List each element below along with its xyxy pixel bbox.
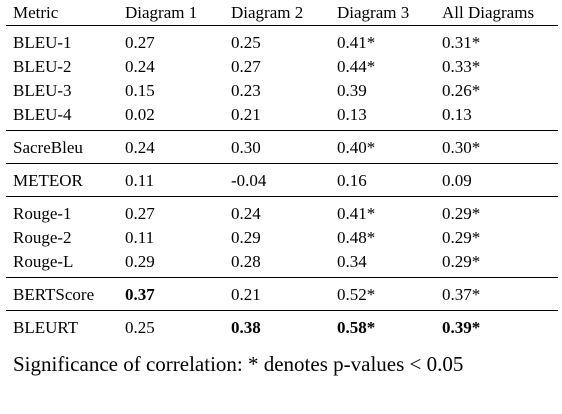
table-caption: Significance of correlation: * denotes p… — [13, 352, 464, 376]
all-diagrams-cell: 0.39* — [442, 318, 481, 337]
diagram-2-cell: 0.38 — [231, 318, 261, 337]
diagram-3-cell: 0.41* — [337, 204, 376, 223]
diagram-3-cell: 0.39 — [337, 81, 367, 100]
diagram-2-cell: 0.24 — [231, 204, 261, 223]
diagram-2-cell: 0.29 — [231, 228, 261, 247]
table-row: BLEURT 0.25 0.38 0.58* 0.39* — [6, 311, 558, 344]
diagram-3-cell: 0.40* — [337, 138, 376, 157]
table-group: BLEU-1 0.27 0.25 0.41* 0.31* BLEU-2 0.24 0.27 0.… — [6, 25, 558, 131]
table-group: BLEURT 0.25 0.38 0.58* 0.39* — [6, 310, 558, 344]
diagram-1-cell: 0.37 — [125, 285, 155, 304]
header-metric: Metric — [13, 2, 59, 22]
diagram-3-cell: 0.16 — [337, 171, 367, 190]
table-row: Rouge-1 0.27 0.24 0.41* 0.29* — [6, 197, 558, 227]
all-diagrams-cell: 0.29* — [442, 228, 481, 247]
diagram-3-cell: 0.13 — [337, 105, 367, 124]
diagram-1-cell: 0.24 — [125, 57, 155, 76]
all-diagrams-cell: 0.33* — [442, 57, 481, 76]
diagram-2-cell: -0.04 — [231, 171, 267, 190]
header-diagram-1: Diagram 1 — [125, 2, 198, 22]
diagram-3-cell: 0.34 — [337, 252, 367, 271]
diagram-2-cell: 0.30 — [231, 138, 261, 157]
diagram-1-cell: 0.11 — [125, 228, 155, 247]
diagram-1-cell: 0.25 — [125, 318, 155, 337]
metric-cell: BLEU-2 — [13, 57, 72, 76]
all-diagrams-cell: 0.31* — [442, 33, 481, 52]
diagram-3-cell: 0.52* — [337, 285, 376, 304]
diagram-1-cell: 0.24 — [125, 138, 155, 157]
diagram-3-cell: 0.44* — [337, 57, 376, 76]
table-row: BLEU-3 0.15 0.23 0.39 0.26* — [6, 79, 558, 103]
diagram-3-cell: 0.58* — [337, 318, 376, 337]
header-all-diagrams: All Diagrams — [442, 2, 535, 22]
diagram-1-cell: 0.27 — [125, 204, 155, 223]
table-row: BLEU-2 0.24 0.27 0.44* 0.33* — [6, 55, 558, 79]
header-diagram-2: Diagram 2 — [231, 2, 304, 22]
correlation-table: Metric Diagram 1 Diagram 2 Diagram 3 All… — [6, 0, 558, 343]
metric-cell: BLEU-4 — [13, 105, 72, 124]
table-header: Metric Diagram 1 Diagram 2 Diagram 3 All… — [6, 0, 558, 26]
all-diagrams-cell: 0.30* — [442, 138, 481, 157]
table-group: BERTScore 0.37 0.21 0.52* 0.37* — [6, 277, 558, 311]
diagram-2-cell: 0.28 — [231, 252, 261, 271]
diagram-2-cell: 0.27 — [231, 57, 261, 76]
diagram-1-cell: 0.02 — [125, 105, 155, 124]
diagram-3-cell: 0.48* — [337, 228, 376, 247]
metric-cell: Rouge-1 — [13, 204, 72, 223]
header-row: Metric Diagram 1 Diagram 2 Diagram 3 All… — [6, 0, 558, 26]
table-group: SacreBleu 0.24 0.30 0.40* 0.30* — [6, 130, 558, 164]
metric-cell: BERTScore — [13, 285, 95, 304]
all-diagrams-cell: 0.13 — [442, 105, 472, 124]
diagram-1-cell: 0.27 — [125, 33, 155, 52]
diagram-2-cell: 0.25 — [231, 33, 261, 52]
diagram-1-cell: 0.11 — [125, 171, 155, 190]
all-diagrams-cell: 0.29* — [442, 252, 481, 271]
metric-cell: BLEU-3 — [13, 81, 72, 100]
table-row: BERTScore 0.37 0.21 0.52* 0.37* — [6, 278, 558, 311]
diagram-3-cell: 0.41* — [337, 33, 376, 52]
table-group: METEOR 0.11 -0.04 0.16 0.09 — [6, 163, 558, 197]
metric-cell: Rouge-2 — [13, 228, 72, 247]
metric-cell: BLEU-1 — [13, 33, 72, 52]
table-row: METEOR 0.11 -0.04 0.16 0.09 — [6, 164, 558, 197]
all-diagrams-cell: 0.26* — [442, 81, 481, 100]
diagram-2-cell: 0.21 — [231, 105, 261, 124]
metric-cell: Rouge-L — [13, 252, 74, 271]
metric-cell: METEOR — [13, 171, 83, 190]
table-row: BLEU-1 0.27 0.25 0.41* 0.31* — [6, 26, 558, 56]
header-diagram-3: Diagram 3 — [337, 2, 410, 22]
diagram-1-cell: 0.29 — [125, 252, 155, 271]
all-diagrams-cell: 0.29* — [442, 204, 481, 223]
all-diagrams-cell: 0.09 — [442, 171, 472, 190]
table-row: Rouge-2 0.11 0.29 0.48* 0.29* — [6, 226, 558, 250]
metric-cell: BLEURT — [13, 318, 79, 337]
diagram-1-cell: 0.15 — [125, 81, 155, 100]
diagram-2-cell: 0.21 — [231, 285, 261, 304]
all-diagrams-cell: 0.37* — [442, 285, 481, 304]
table-row: BLEU-4 0.02 0.21 0.13 0.13 — [6, 103, 558, 131]
diagram-2-cell: 0.23 — [231, 81, 261, 100]
table-row: SacreBleu 0.24 0.30 0.40* 0.30* — [6, 131, 558, 164]
metric-cell: SacreBleu — [13, 138, 83, 157]
table-group: Rouge-1 0.27 0.24 0.41* 0.29* Rouge-2 0.11 0.29… — [6, 196, 558, 278]
table-row: Rouge-L 0.29 0.28 0.34 0.29* — [6, 250, 558, 278]
